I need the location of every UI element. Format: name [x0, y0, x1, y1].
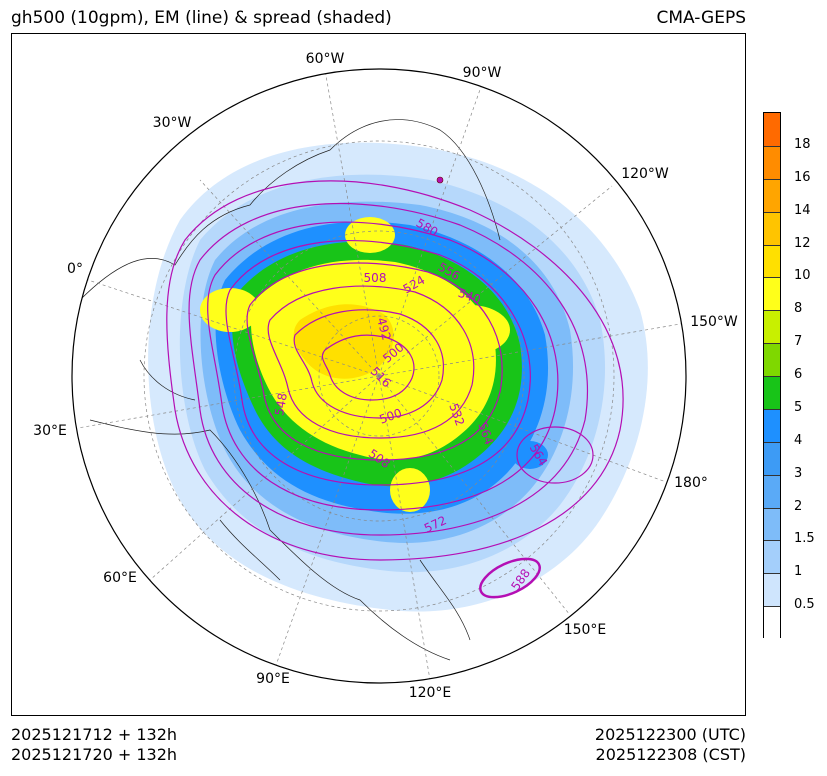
lon-label-90e: 90°E [256, 671, 290, 687]
colorbar-tick-label: 5 [794, 399, 803, 415]
colorbar-tick-label: 1 [794, 564, 803, 580]
colorbar-tick-label: 6 [794, 367, 803, 382]
colorbar-segment [764, 573, 780, 607]
contour-label: 492 [374, 316, 393, 342]
colorbar-tick-label: 7 [794, 334, 803, 350]
map-frame [11, 33, 746, 716]
station-marker-icon [436, 176, 444, 184]
lon-label-180: 180° [674, 475, 708, 491]
chart-title: gh500 (10gpm), EM (line) & spread (shade… [11, 8, 392, 28]
valid-time-utc: 2025122300 (UTC) [594, 725, 746, 744]
coastlines [79, 119, 501, 661]
lon-label-30e: 30°E [33, 423, 67, 439]
em-contours [166, 180, 624, 599]
colorbar-tick-label: 2 [794, 498, 803, 514]
spread-shading [148, 142, 648, 612]
model-name: CMA-GEPS [656, 8, 746, 28]
colorbar-tick-label: 3 [794, 465, 803, 481]
colorbar-segment [764, 376, 780, 409]
lon-label-150e: 150°E [564, 622, 607, 638]
lon-label-60e: 60°E [103, 570, 137, 586]
spread-level-10 [293, 304, 394, 379]
colorbar-segment [764, 343, 780, 376]
init-time-utc: 2025121712 + 132h [11, 725, 178, 744]
spread-cell-c [430, 305, 510, 355]
colorbar-segment [764, 145, 780, 179]
graticule [77, 69, 686, 681]
colorbar-segment [764, 310, 780, 344]
valid-time-cst: 2025122308 (CST) [595, 745, 746, 764]
colorbar-segment [764, 540, 780, 574]
colorbar-tick-label: 4 [794, 432, 803, 448]
spread-cell-d [345, 217, 395, 253]
colorbar-segment [764, 178, 780, 212]
colorbar-segment [764, 441, 780, 475]
colorbar [763, 112, 781, 639]
lon-label-30w: 30°W [153, 115, 192, 131]
lon-label-90w: 90°W [463, 65, 502, 81]
colorbar-segment [764, 606, 780, 639]
colorbar-segment [764, 277, 780, 311]
lon-label-60w: 60°W [306, 51, 345, 67]
colorbar-tick-label: 14 [794, 202, 811, 218]
lon-label-0: 0° [67, 261, 83, 277]
contour-label: 548 [272, 392, 290, 417]
colorbar-segment [764, 408, 780, 442]
colorbar-tick-label: 18 [794, 136, 811, 152]
spread-cell-b [390, 468, 430, 512]
colorbar-tick-label: 16 [794, 169, 811, 185]
lon-label-150w: 150°W [690, 314, 738, 330]
longitude-labels: 60°W 90°W 30°W 120°W 0° 150°W 30°E 180° … [33, 51, 738, 701]
map-boundary [71, 68, 687, 684]
colorbar-segment [764, 244, 780, 278]
colorbar-tick-label: 10 [794, 268, 811, 284]
lon-label-120e: 120°E [409, 685, 452, 701]
colorbar-tick-label: 1.5 [794, 531, 815, 547]
contour-label: 508 [364, 271, 387, 285]
colorbar-tick-label: 8 [794, 301, 803, 317]
colorbar-segment [764, 507, 780, 541]
colorbar-segment [764, 474, 780, 508]
colorbar-tick-label: 0.5 [794, 597, 815, 613]
colorbar-tick-label: 12 [794, 235, 811, 251]
colorbar-segment [764, 211, 780, 245]
colorbar-segment [764, 113, 780, 146]
lon-label-120w: 120°W [621, 166, 669, 182]
init-time-cst: 2025121720 + 132h [11, 745, 178, 764]
